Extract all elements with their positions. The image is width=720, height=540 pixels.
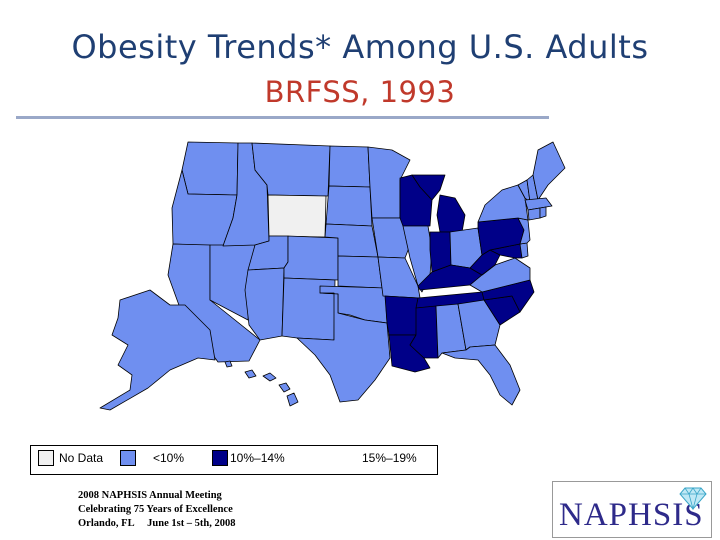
title-divider [16,116,549,119]
logo-text: NAPHSIS [559,497,704,533]
map-legend: No Data <10% 10%–14% 15%–19% [30,445,438,475]
state-WY [267,194,327,238]
state-ND [328,145,371,188]
state-ME [532,141,566,201]
state-HI [224,360,299,407]
state-CT [527,207,541,221]
legend-label: No Data [59,451,104,465]
footer-line: 2008 NAPHSIS Annual Meeting [78,490,222,501]
state-NY [477,184,529,223]
state-AK [99,289,216,411]
slide-title: Obesity Trends* Among U.S. Adults [71,28,649,66]
footer-line: Celebrating 75 Years of Excellence [78,504,233,515]
naphsis-logo: NAPHSIS [552,481,712,538]
legend-swatch-no-data [38,450,54,466]
state-FL [441,344,521,406]
state-KS [337,255,383,289]
footer-line: Orlando, FL June 1st – 5th, 2008 [78,518,236,529]
state-RI [539,206,547,219]
state-AZ [244,267,285,341]
legend-label: 10%–14% [230,451,285,465]
slide-subtitle: BRFSS, 1993 [264,75,456,109]
state-AR [384,295,419,336]
state-CO [283,235,339,281]
state-WA [181,141,239,196]
state-SD [325,185,373,227]
state-TX [296,292,391,403]
legend-swatch-lt10 [120,450,136,466]
diamond-icon [679,487,707,510]
legend-label: 15%–19% [362,451,417,465]
meeting-footer: 2008 NAPHSIS Annual Meeting Celebrating … [78,489,318,531]
legend-swatch-10-14 [212,450,228,466]
legend-label: <10% [153,451,185,465]
